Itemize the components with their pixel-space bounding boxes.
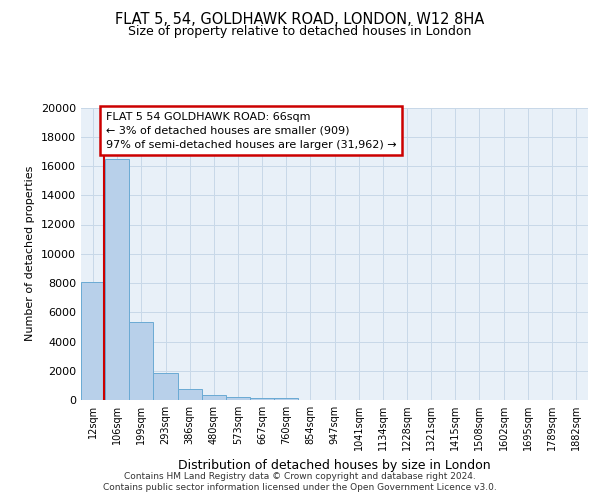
Bar <box>226 396 250 400</box>
Bar <box>105 158 129 400</box>
Bar <box>178 390 202 400</box>
X-axis label: Distribution of detached houses by size in London: Distribution of detached houses by size … <box>178 458 491 471</box>
Text: Contains HM Land Registry data © Crown copyright and database right 2024.: Contains HM Land Registry data © Crown c… <box>124 472 476 481</box>
Text: FLAT 5, 54, GOLDHAWK ROAD, LONDON, W12 8HA: FLAT 5, 54, GOLDHAWK ROAD, LONDON, W12 8… <box>115 12 485 28</box>
Bar <box>274 398 298 400</box>
Bar <box>250 398 274 400</box>
Bar <box>81 282 105 400</box>
Text: Contains public sector information licensed under the Open Government Licence v3: Contains public sector information licen… <box>103 484 497 492</box>
Bar <box>202 395 226 400</box>
Bar <box>129 322 154 400</box>
Y-axis label: Number of detached properties: Number of detached properties <box>25 166 35 342</box>
Text: FLAT 5 54 GOLDHAWK ROAD: 66sqm
← 3% of detached houses are smaller (909)
97% of : FLAT 5 54 GOLDHAWK ROAD: 66sqm ← 3% of d… <box>106 112 396 150</box>
Bar <box>154 373 178 400</box>
Text: Size of property relative to detached houses in London: Size of property relative to detached ho… <box>128 25 472 38</box>
